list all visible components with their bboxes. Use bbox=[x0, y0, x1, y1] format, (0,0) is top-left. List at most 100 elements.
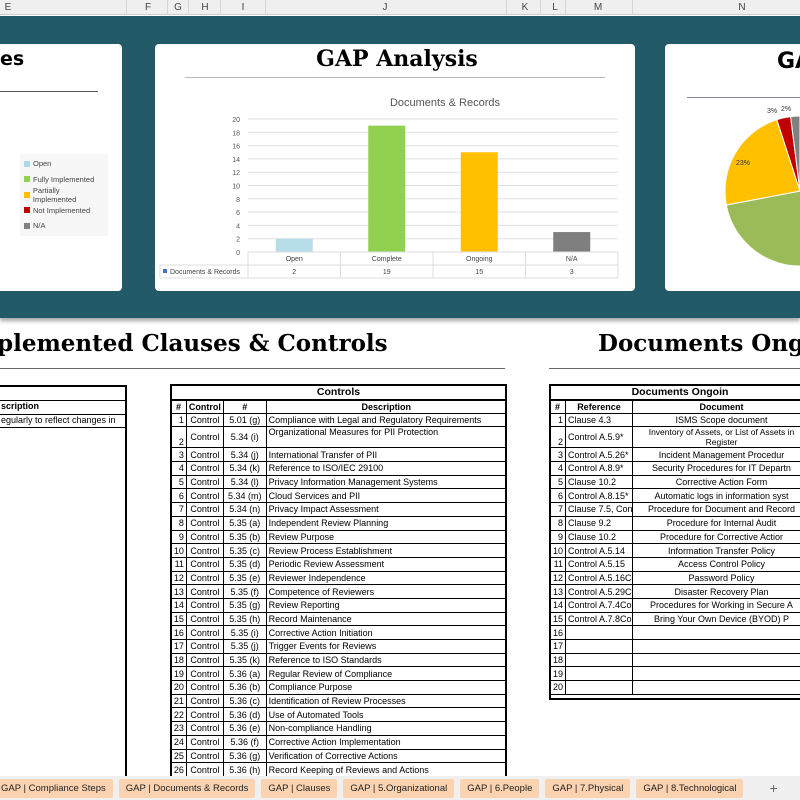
sheet-tab[interactable]: GAP | 6.People bbox=[460, 778, 540, 798]
table-cell[interactable]: 8 bbox=[549, 515, 566, 531]
table-cell[interactable]: 5.36 (d) bbox=[222, 707, 267, 723]
table-cell[interactable]: Control bbox=[185, 625, 224, 640]
table-row[interactable]: 18 bbox=[549, 652, 800, 668]
table-cell[interactable]: 5.34 (l) bbox=[222, 474, 267, 490]
table-cell[interactable] bbox=[631, 639, 800, 654]
table-cell[interactable]: Privacy Impact Assessment bbox=[265, 502, 508, 517]
table-row[interactable]: 20 bbox=[549, 680, 800, 695]
table-cell[interactable]: 5.36 (b) bbox=[222, 680, 267, 695]
table-cell[interactable]: 5.35 (i) bbox=[222, 625, 267, 640]
table-cell[interactable]: 5.34 (k) bbox=[222, 461, 267, 476]
table-cell[interactable]: Control bbox=[185, 639, 224, 654]
table-row[interactable]: 14 Control A.7.4Con Procedures for Working… bbox=[549, 597, 800, 613]
table-cell[interactable]: 3 bbox=[549, 447, 566, 463]
table-cell[interactable]: Control A.5.16Co bbox=[564, 570, 633, 586]
table-cell[interactable] bbox=[564, 639, 633, 654]
table-cell[interactable]: 5.35 (k) bbox=[222, 652, 267, 668]
table-cell[interactable]: 5.36 (e) bbox=[222, 721, 267, 736]
sheet-tab[interactable]: GAP | 7.Physical bbox=[545, 778, 631, 798]
table-cell[interactable]: 5.36 (h) bbox=[222, 762, 267, 777]
table-cell[interactable]: 19 bbox=[549, 666, 566, 682]
column-letter[interactable]: J bbox=[382, 2, 388, 13]
table-row[interactable]: 10 Control A.5.14 Information Transfer Pol… bbox=[549, 543, 800, 558]
table-cell[interactable]: 5.35 (b) bbox=[222, 529, 267, 545]
table-cell[interactable]: Control bbox=[185, 721, 224, 736]
table-row[interactable]: 4 Control 5.34 (k) Reference to ISO/IEC 291… bbox=[170, 461, 508, 476]
table-row[interactable]: 5 Clause 10.2 Corrective Action Form bbox=[549, 474, 800, 490]
table-cell[interactable]: Automatic logs in information syst bbox=[631, 488, 800, 504]
column-letter[interactable]: E bbox=[4, 2, 12, 13]
table-cell[interactable] bbox=[564, 680, 633, 695]
table-cell[interactable]: 5.35 (d) bbox=[222, 556, 267, 572]
table-row[interactable]: 11 Control A.5.15 Access Control Policy bbox=[549, 556, 800, 572]
table-cell[interactable]: 5.34 (j) bbox=[222, 447, 267, 463]
table-cell[interactable]: 21 bbox=[170, 693, 187, 709]
table-cell[interactable]: Use of Automated Tools bbox=[265, 707, 508, 723]
table-cell[interactable]: Control A.8.9* bbox=[564, 461, 633, 476]
table-cell[interactable]: 5.36 (a) bbox=[222, 666, 267, 682]
table-row[interactable]: 8 Clause 9.2 Procedure for Internal Audit bbox=[549, 515, 800, 531]
table-cell[interactable] bbox=[631, 625, 800, 640]
table-cell[interactable]: Control bbox=[185, 556, 224, 572]
sheet-tab[interactable]: GAP | 8.Technological bbox=[636, 778, 744, 798]
table-cell[interactable]: Reference to ISO Standards bbox=[265, 652, 508, 668]
table-cell[interactable]: 5.35 (a) bbox=[222, 515, 267, 531]
table-cell[interactable] bbox=[631, 680, 800, 695]
bar-ongoing[interactable] bbox=[460, 152, 498, 252]
column-letter[interactable]: I bbox=[241, 2, 245, 13]
table-cell[interactable]: Control bbox=[185, 611, 224, 627]
table-cell[interactable]: 8 bbox=[170, 515, 187, 531]
sheet-tab[interactable]: GAP | Clauses bbox=[261, 778, 338, 798]
column-letter[interactable]: K bbox=[521, 2, 529, 13]
table-row[interactable]: 22 Control 5.36 (d) Use of Automated Tools bbox=[170, 707, 508, 723]
table-row[interactable]: 18 Control 5.35 (k) Reference to ISO Standa… bbox=[170, 652, 508, 668]
table-cell[interactable]: Cloud Services and PII bbox=[265, 488, 508, 504]
table-cell[interactable]: Control A.8.15* bbox=[564, 488, 633, 504]
table-cell[interactable]: Incident Management Procedur bbox=[631, 447, 800, 463]
table-cell[interactable]: Control A.5.26* bbox=[564, 447, 633, 463]
table-cell[interactable]: International Transfer of PII bbox=[265, 447, 508, 463]
table-cell[interactable]: 5.34 (i) bbox=[222, 426, 267, 449]
table-row[interactable]: 10 Control 5.35 (c) Review Process Establis… bbox=[170, 543, 508, 558]
table-cell[interactable]: Clause 9.2 bbox=[564, 515, 633, 531]
table-cell[interactable]: 5.36 (f) bbox=[222, 734, 267, 750]
table-cell[interactable]: 10 bbox=[549, 543, 566, 558]
table-cell[interactable]: 12 bbox=[549, 570, 566, 586]
pie-slice-partial[interactable] bbox=[724, 119, 800, 206]
bar-open[interactable] bbox=[275, 238, 313, 252]
table-cell[interactable]: Competence of Reviewers bbox=[265, 584, 508, 599]
table-row[interactable]: 25 Control 5.36 (g) Verification of Correct… bbox=[170, 748, 508, 764]
sheet-tab[interactable]: GAP | 5.Organizational bbox=[343, 778, 455, 798]
column-letter[interactable]: L bbox=[552, 2, 558, 13]
table-row[interactable]: 20 Control 5.36 (b) Compliance Purpose bbox=[170, 680, 508, 695]
table-cell[interactable] bbox=[631, 666, 800, 682]
table-cell[interactable]: Reference to ISO/IEC 29100 bbox=[265, 461, 508, 476]
table-cell[interactable]: Corrective Action Initiation bbox=[265, 625, 508, 640]
table-cell[interactable]: Control bbox=[185, 762, 224, 777]
table-cell[interactable]: Clause 7.5, Cont bbox=[564, 502, 633, 517]
table-cell[interactable]: 7 bbox=[170, 502, 187, 517]
table-cell[interactable]: 5.34 (n) bbox=[222, 502, 267, 517]
table-row[interactable]: 12 Control A.5.16Co Password Policy bbox=[549, 570, 800, 586]
table-cell[interactable]: Independent Review Planning bbox=[265, 515, 508, 531]
table-cell[interactable]: 1 bbox=[170, 412, 187, 428]
table-row[interactable]: 6 Control 5.34 (m) Cloud Services and PII bbox=[170, 488, 508, 504]
table-cell[interactable]: Reviewer Independence bbox=[265, 570, 508, 586]
table-row[interactable]: 13 Control A.5.29Co Disaster Recovery Plan bbox=[549, 584, 800, 599]
table-row[interactable]: 7 Clause 7.5, Cont Procedure for Document … bbox=[549, 502, 800, 517]
table-cell[interactable]: 5.35 (e) bbox=[222, 570, 267, 586]
table-cell[interactable]: Organizational Measures for PII Protecti… bbox=[265, 426, 508, 449]
table-cell[interactable]: Control bbox=[185, 447, 224, 463]
table-row[interactable]: 15 Control 5.35 (h) Record Maintenance bbox=[170, 611, 508, 627]
table-cell[interactable]: Control bbox=[185, 748, 224, 764]
table-cell[interactable]: Review Purpose bbox=[265, 529, 508, 545]
table-cell[interactable]: Non-compliance Handling bbox=[265, 721, 508, 736]
column-header[interactable]: # bbox=[549, 399, 566, 414]
table-row[interactable]: 7 Control 5.34 (n) Privacy Impact Assessmen… bbox=[170, 502, 508, 517]
table-row[interactable]: 24 Control 5.36 (f) Corrective Action Imple… bbox=[170, 734, 508, 750]
table-cell[interactable]: 3 bbox=[170, 447, 187, 463]
gap-analysis-card[interactable]: GAP Analysis Documents & Records 0 2 4 6 8 10 1… bbox=[155, 44, 635, 291]
table-cell[interactable]: Procedure for Document and Record bbox=[631, 502, 800, 517]
table-cell[interactable]: 5.35 (g) bbox=[222, 597, 267, 613]
table-row[interactable]: 4 Control A.8.9* Security Procedures for I… bbox=[549, 461, 800, 476]
